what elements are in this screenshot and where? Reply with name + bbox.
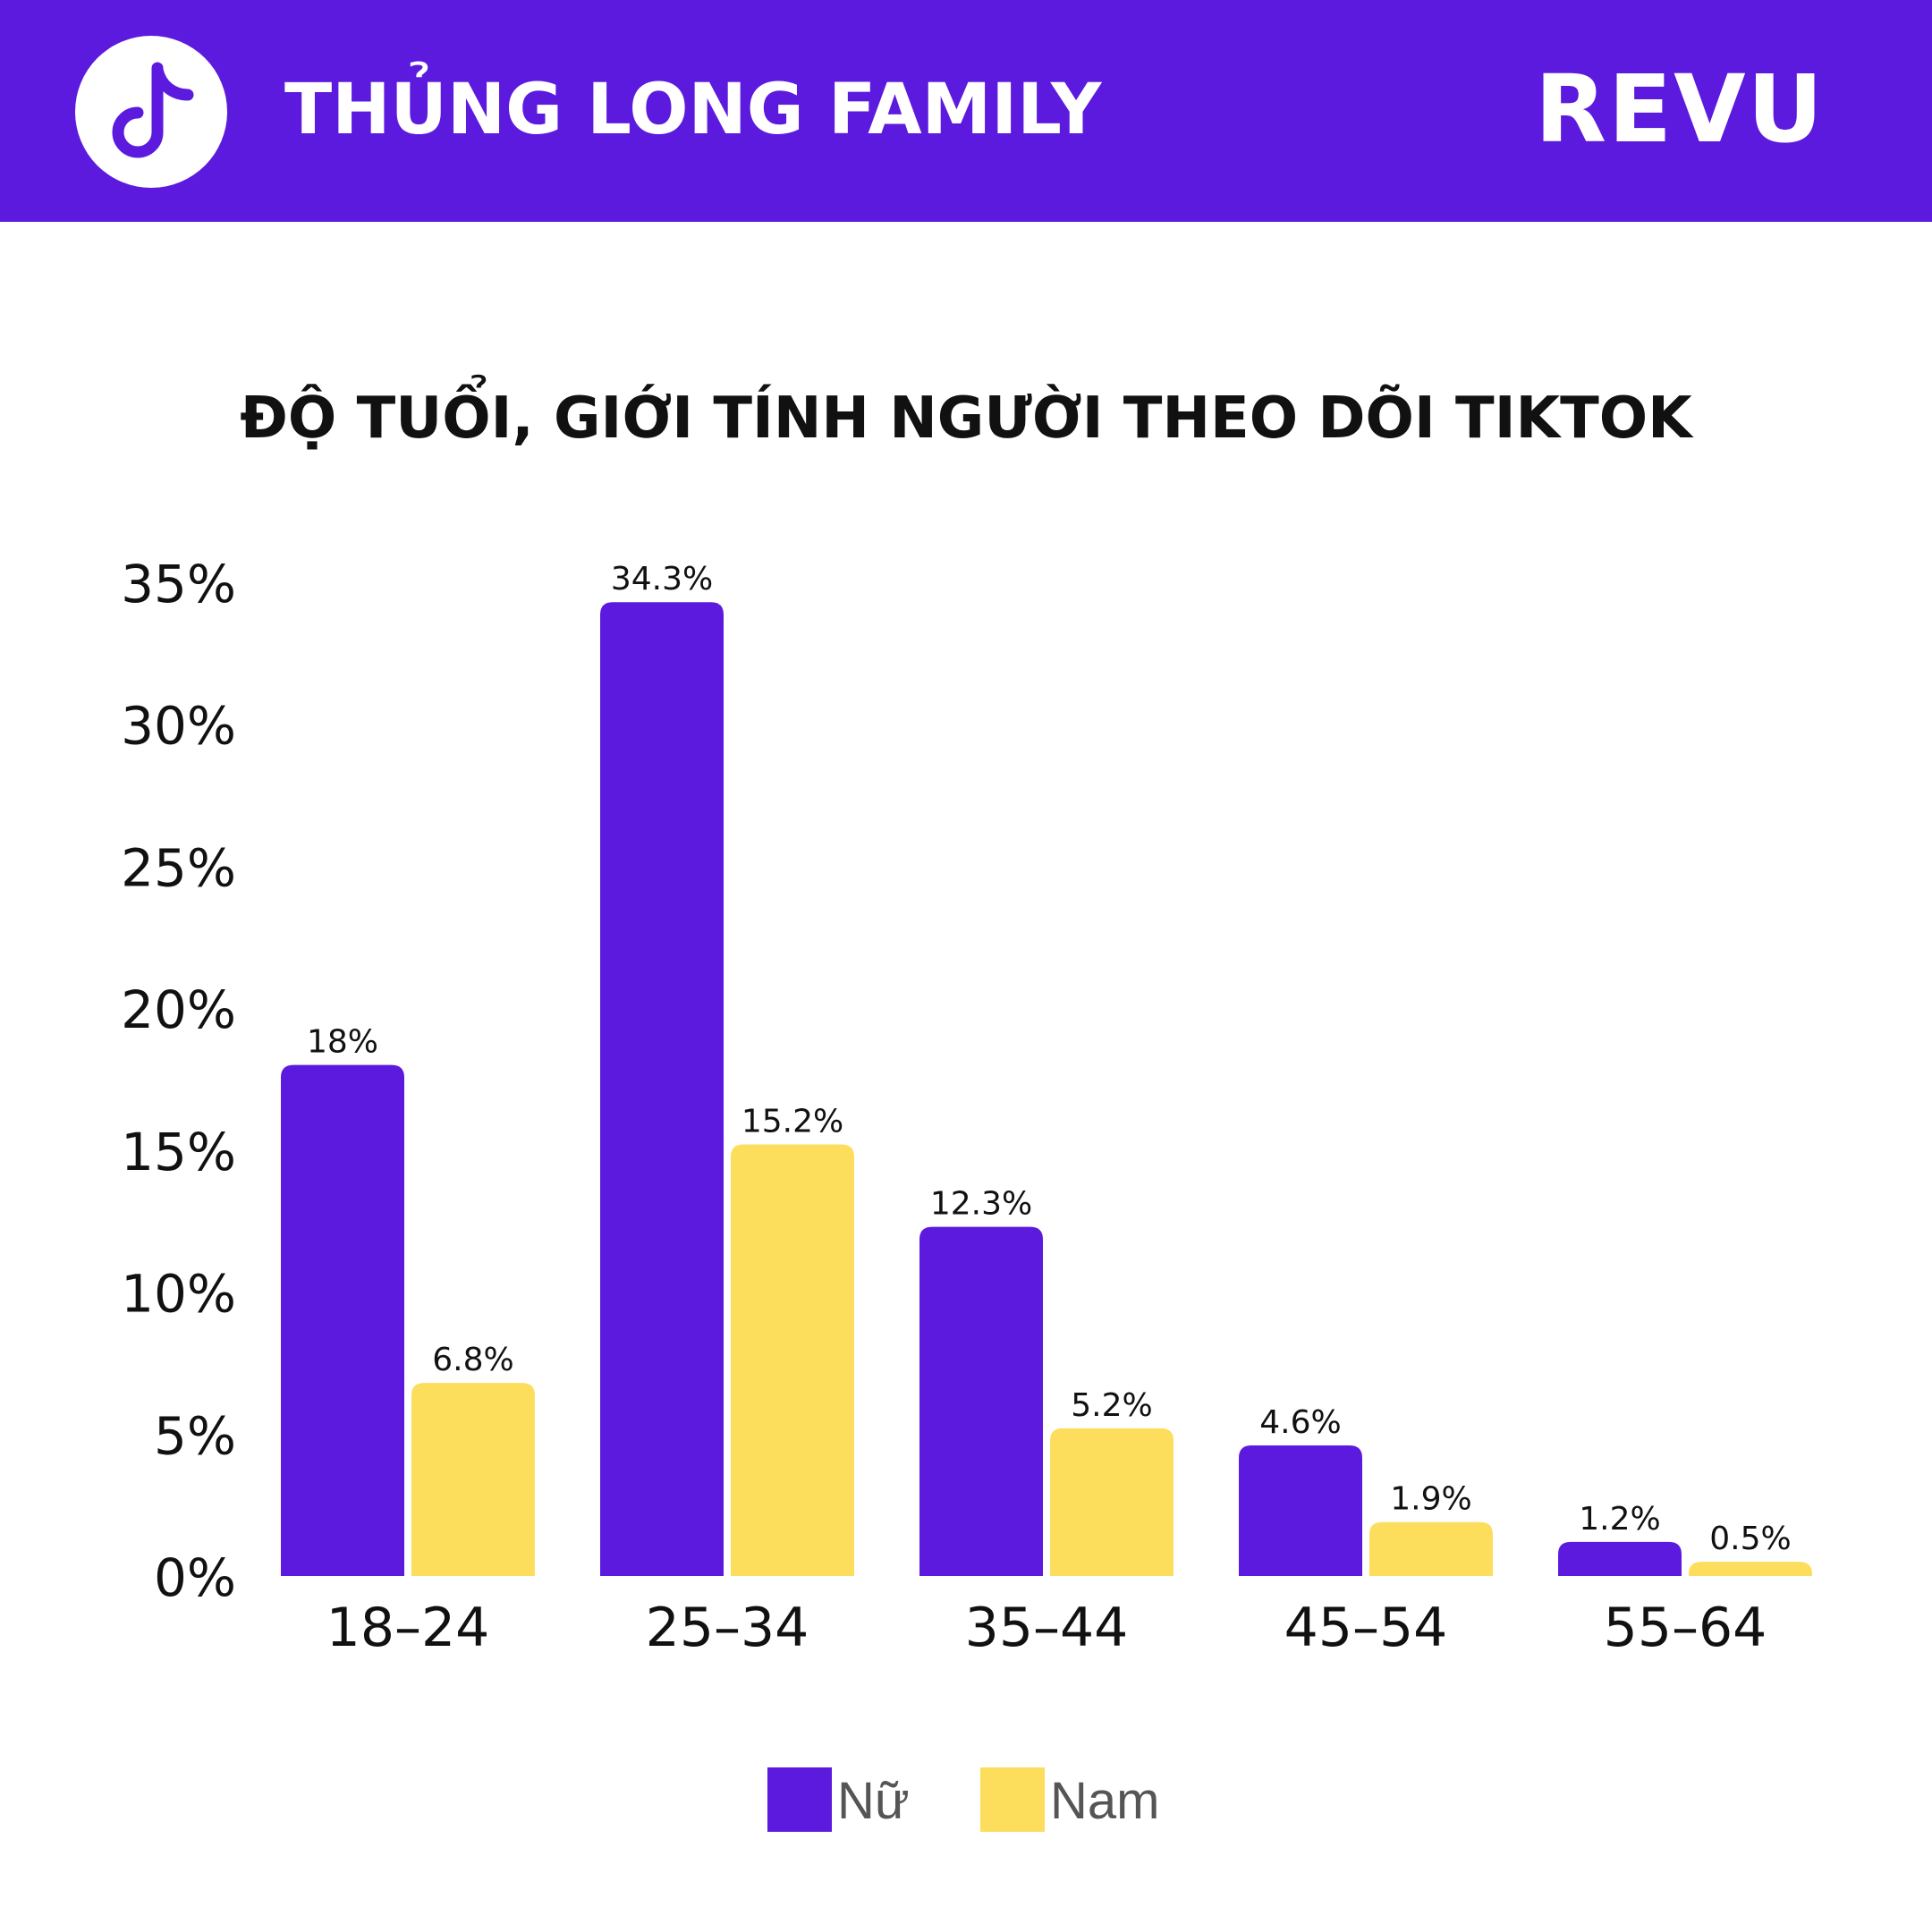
- legend-swatch-nam: [980, 1767, 1045, 1832]
- y-tick-label: 10%: [121, 1264, 236, 1325]
- bar-nu: [1239, 1445, 1362, 1576]
- page-title: THỦNG LONG FAMILY: [284, 70, 1102, 150]
- legend-label-nu: Nữ: [837, 1772, 910, 1830]
- chart-legend: Nữ Nam: [0, 1764, 1932, 1835]
- y-tick-label: 20%: [121, 979, 236, 1040]
- x-tick-label: 25–34: [646, 1597, 809, 1659]
- bar-nam: [411, 1383, 535, 1576]
- x-tick-label: 55–64: [1604, 1597, 1767, 1659]
- data-label: 6.8%: [432, 1342, 513, 1378]
- data-label: 18%: [307, 1024, 378, 1061]
- bar-nu: [281, 1064, 404, 1576]
- legend-swatch-nu: [767, 1767, 832, 1832]
- y-tick-label: 30%: [121, 696, 236, 757]
- y-tick-label: 5%: [154, 1405, 236, 1466]
- y-tick-label: 35%: [121, 554, 236, 614]
- y-tick-label: 25%: [121, 837, 236, 898]
- x-tick-label: 35–44: [965, 1597, 1129, 1659]
- bar-chart: 0% 5% 10% 15% 20% 25% 30% 35% 18% 6.8% 18–24 34.3% 1…: [121, 554, 1812, 1659]
- bar-nam: [1369, 1521, 1493, 1576]
- legend-label-nam: Nam: [1050, 1772, 1160, 1830]
- data-label: 4.6%: [1259, 1404, 1341, 1441]
- bar-nu: [1558, 1541, 1682, 1576]
- bar-nam: [1689, 1562, 1812, 1576]
- data-label: 0.5%: [1709, 1521, 1791, 1557]
- logo-badge: [75, 36, 227, 188]
- bar-nu: [919, 1226, 1043, 1576]
- x-tick-label: 45–54: [1284, 1597, 1448, 1659]
- y-tick-label: 0%: [154, 1547, 236, 1608]
- tiktok-note-icon: [112, 62, 194, 158]
- header-bar: THỦNG LONG FAMILY REVU: [0, 0, 1932, 222]
- chart-title: ĐỘ TUỔI, GIỚI TÍNH NGƯỜI THEO DÕI TIKTOK: [240, 386, 1692, 452]
- data-label: 12.3%: [930, 1186, 1032, 1223]
- bar-nu: [600, 602, 724, 1576]
- data-label: 5.2%: [1071, 1387, 1152, 1424]
- y-tick-label: 15%: [121, 1122, 236, 1182]
- data-label: 34.3%: [611, 561, 713, 597]
- x-tick-label: 18–24: [326, 1597, 490, 1659]
- data-label: 1.2%: [1579, 1501, 1660, 1538]
- data-label: 1.9%: [1390, 1481, 1471, 1518]
- bar-nam: [731, 1144, 854, 1576]
- brand-logo-text: REVU: [1534, 55, 1825, 164]
- data-label: 15.2%: [741, 1104, 843, 1140]
- bar-nam: [1050, 1428, 1174, 1576]
